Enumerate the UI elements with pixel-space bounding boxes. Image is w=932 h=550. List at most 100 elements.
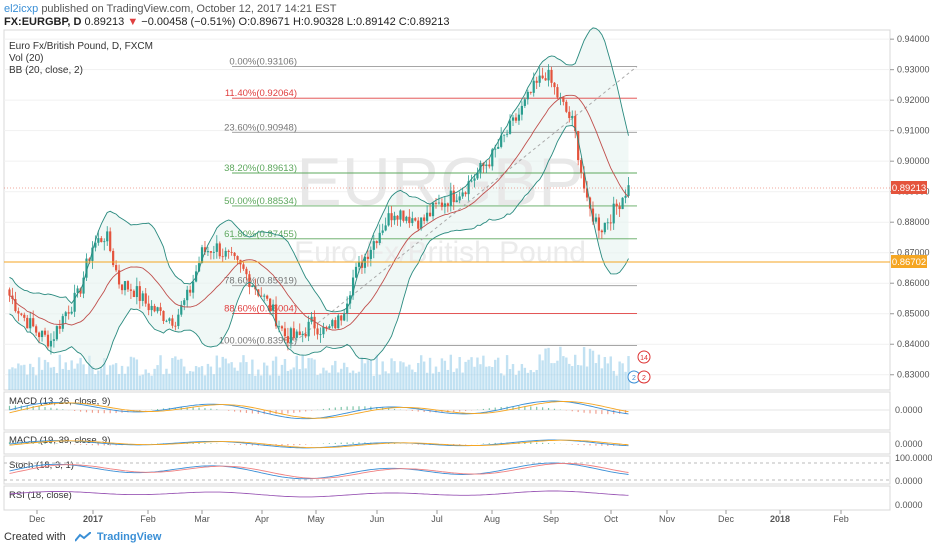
candle-body (559, 97, 562, 98)
volume-bar (106, 374, 109, 390)
event-badge-news[interactable] (637, 350, 651, 364)
price-axis[interactable]: 0.940000.930000.920000.910000.900000.890… (890, 34, 930, 380)
price-tick-label: 0.88000 (897, 217, 930, 227)
volume-bar (541, 360, 544, 390)
candle-body (20, 313, 23, 315)
volume-bar (245, 362, 248, 390)
volume-bar (514, 374, 518, 390)
candle-body (23, 314, 26, 318)
volume-bar (174, 356, 177, 390)
candle-body (532, 80, 535, 93)
bollinger-band-lines (9, 27, 629, 370)
candle-body (473, 178, 476, 181)
volume-bar (43, 359, 47, 390)
legend-title: Euro Fx/British Pound, D, FXCM (9, 41, 153, 52)
volume-bar (325, 370, 328, 390)
candle-body (209, 251, 212, 253)
candle-body (156, 307, 159, 312)
volume-bar (452, 371, 455, 390)
volume-bar (425, 372, 429, 390)
candle-body (384, 225, 387, 231)
candle-body (580, 160, 583, 173)
candle-body (553, 82, 556, 88)
candle-body (292, 328, 295, 338)
candle-body (523, 99, 526, 106)
fib-level-label: 0.00%(0.93106) (229, 56, 297, 67)
stoch-top-tick: 100.0000 (895, 453, 932, 463)
macd2-series (8, 439, 629, 449)
volume-bar (565, 357, 568, 390)
legend-volume[interactable]: Vol (20) (9, 53, 43, 64)
volume-bar (502, 375, 506, 390)
chart-canvas[interactable]: EURGBP Euro Fx/British Pound 0.00%(0.931… (0, 0, 932, 530)
volume-bar (251, 359, 254, 390)
volume-bar (17, 363, 20, 390)
volume-bar (574, 354, 577, 390)
author-link[interactable]: el2icxp (4, 3, 39, 15)
legend-bollinger[interactable]: BB (20, close, 2) (9, 65, 83, 76)
candle-body (91, 247, 94, 261)
price-tick-label: 0.85000 (897, 309, 930, 319)
price-tick-label: 0.91000 (897, 126, 930, 136)
candle-body (387, 213, 390, 226)
volume-bar (132, 357, 136, 390)
volume-bar (363, 363, 367, 390)
volume-bar (562, 356, 565, 390)
price-tick-label: 0.94000 (897, 34, 930, 44)
volume-bar (621, 363, 624, 390)
volume-bar (120, 365, 124, 390)
candle-body (565, 101, 568, 112)
event-badge-earnings[interactable] (637, 370, 651, 384)
candle-body (491, 149, 494, 167)
fib-level-label: 100.00%(0.83962) (219, 335, 297, 346)
candle-body (591, 208, 595, 222)
volume-bar (100, 368, 103, 390)
rsi-label[interactable]: RSI (18, close) (9, 490, 72, 501)
volume-bar (372, 375, 375, 390)
candle-body (274, 304, 278, 327)
candle-body (97, 238, 100, 243)
macd1-label[interactable]: MACD (13, 26, close, 9) (9, 396, 110, 407)
volume-bar (476, 357, 479, 390)
volume-bar (177, 359, 180, 390)
candle-body (351, 277, 355, 296)
volume-bar (274, 356, 278, 390)
watermark-description: Euro Fx/British Pound (294, 236, 586, 269)
footer-brand[interactable]: TradingView (96, 531, 162, 543)
volume-bar (295, 355, 298, 390)
rsi-bottom-tick: 0.0000 (895, 500, 923, 510)
fib-level-label: 38.20%(0.89613) (224, 163, 297, 174)
candle-body (186, 289, 189, 301)
candle-body (455, 200, 458, 203)
candle-body (488, 164, 491, 167)
volume-bar (103, 358, 106, 390)
volume-bar (511, 364, 515, 390)
volume-bar (624, 371, 627, 390)
volume-bar (263, 362, 266, 390)
symbol-line: FX:EURGBP, D 0.89213 ▼ −0.00458 (−0.51%)… (4, 16, 450, 28)
candle-body (428, 212, 432, 217)
volume-bar (55, 373, 59, 390)
volume-bar (496, 357, 500, 390)
volume-bar (354, 373, 358, 390)
volume-bar (67, 369, 70, 390)
candle-body (168, 318, 171, 321)
volume-bar (265, 365, 269, 390)
candle-body (266, 295, 269, 299)
candle-body (452, 190, 455, 203)
volume-bar (402, 362, 405, 390)
time-axis[interactable]: Dec 2017 Feb Mar Apr May Jun Jul Aug Sep Oct Nov Dec… (4, 509, 890, 524)
candle-body (117, 270, 121, 285)
volume-bar (268, 375, 272, 390)
volume-bar (375, 354, 378, 390)
fibonacci-retracement[interactable]: 0.00%(0.93106) 11.40%(0.92064) 23.60%(0.90… (219, 56, 638, 346)
candle-body (85, 258, 88, 278)
fib-level-label: 11.40%(0.92064) (225, 88, 297, 99)
volume-bar (369, 360, 373, 390)
candle-body (414, 218, 417, 221)
candle-body (147, 303, 150, 311)
candle-body (221, 256, 224, 258)
time-tick-label: Apr (255, 514, 269, 524)
candle-body (349, 295, 352, 304)
candle-body (245, 268, 248, 275)
